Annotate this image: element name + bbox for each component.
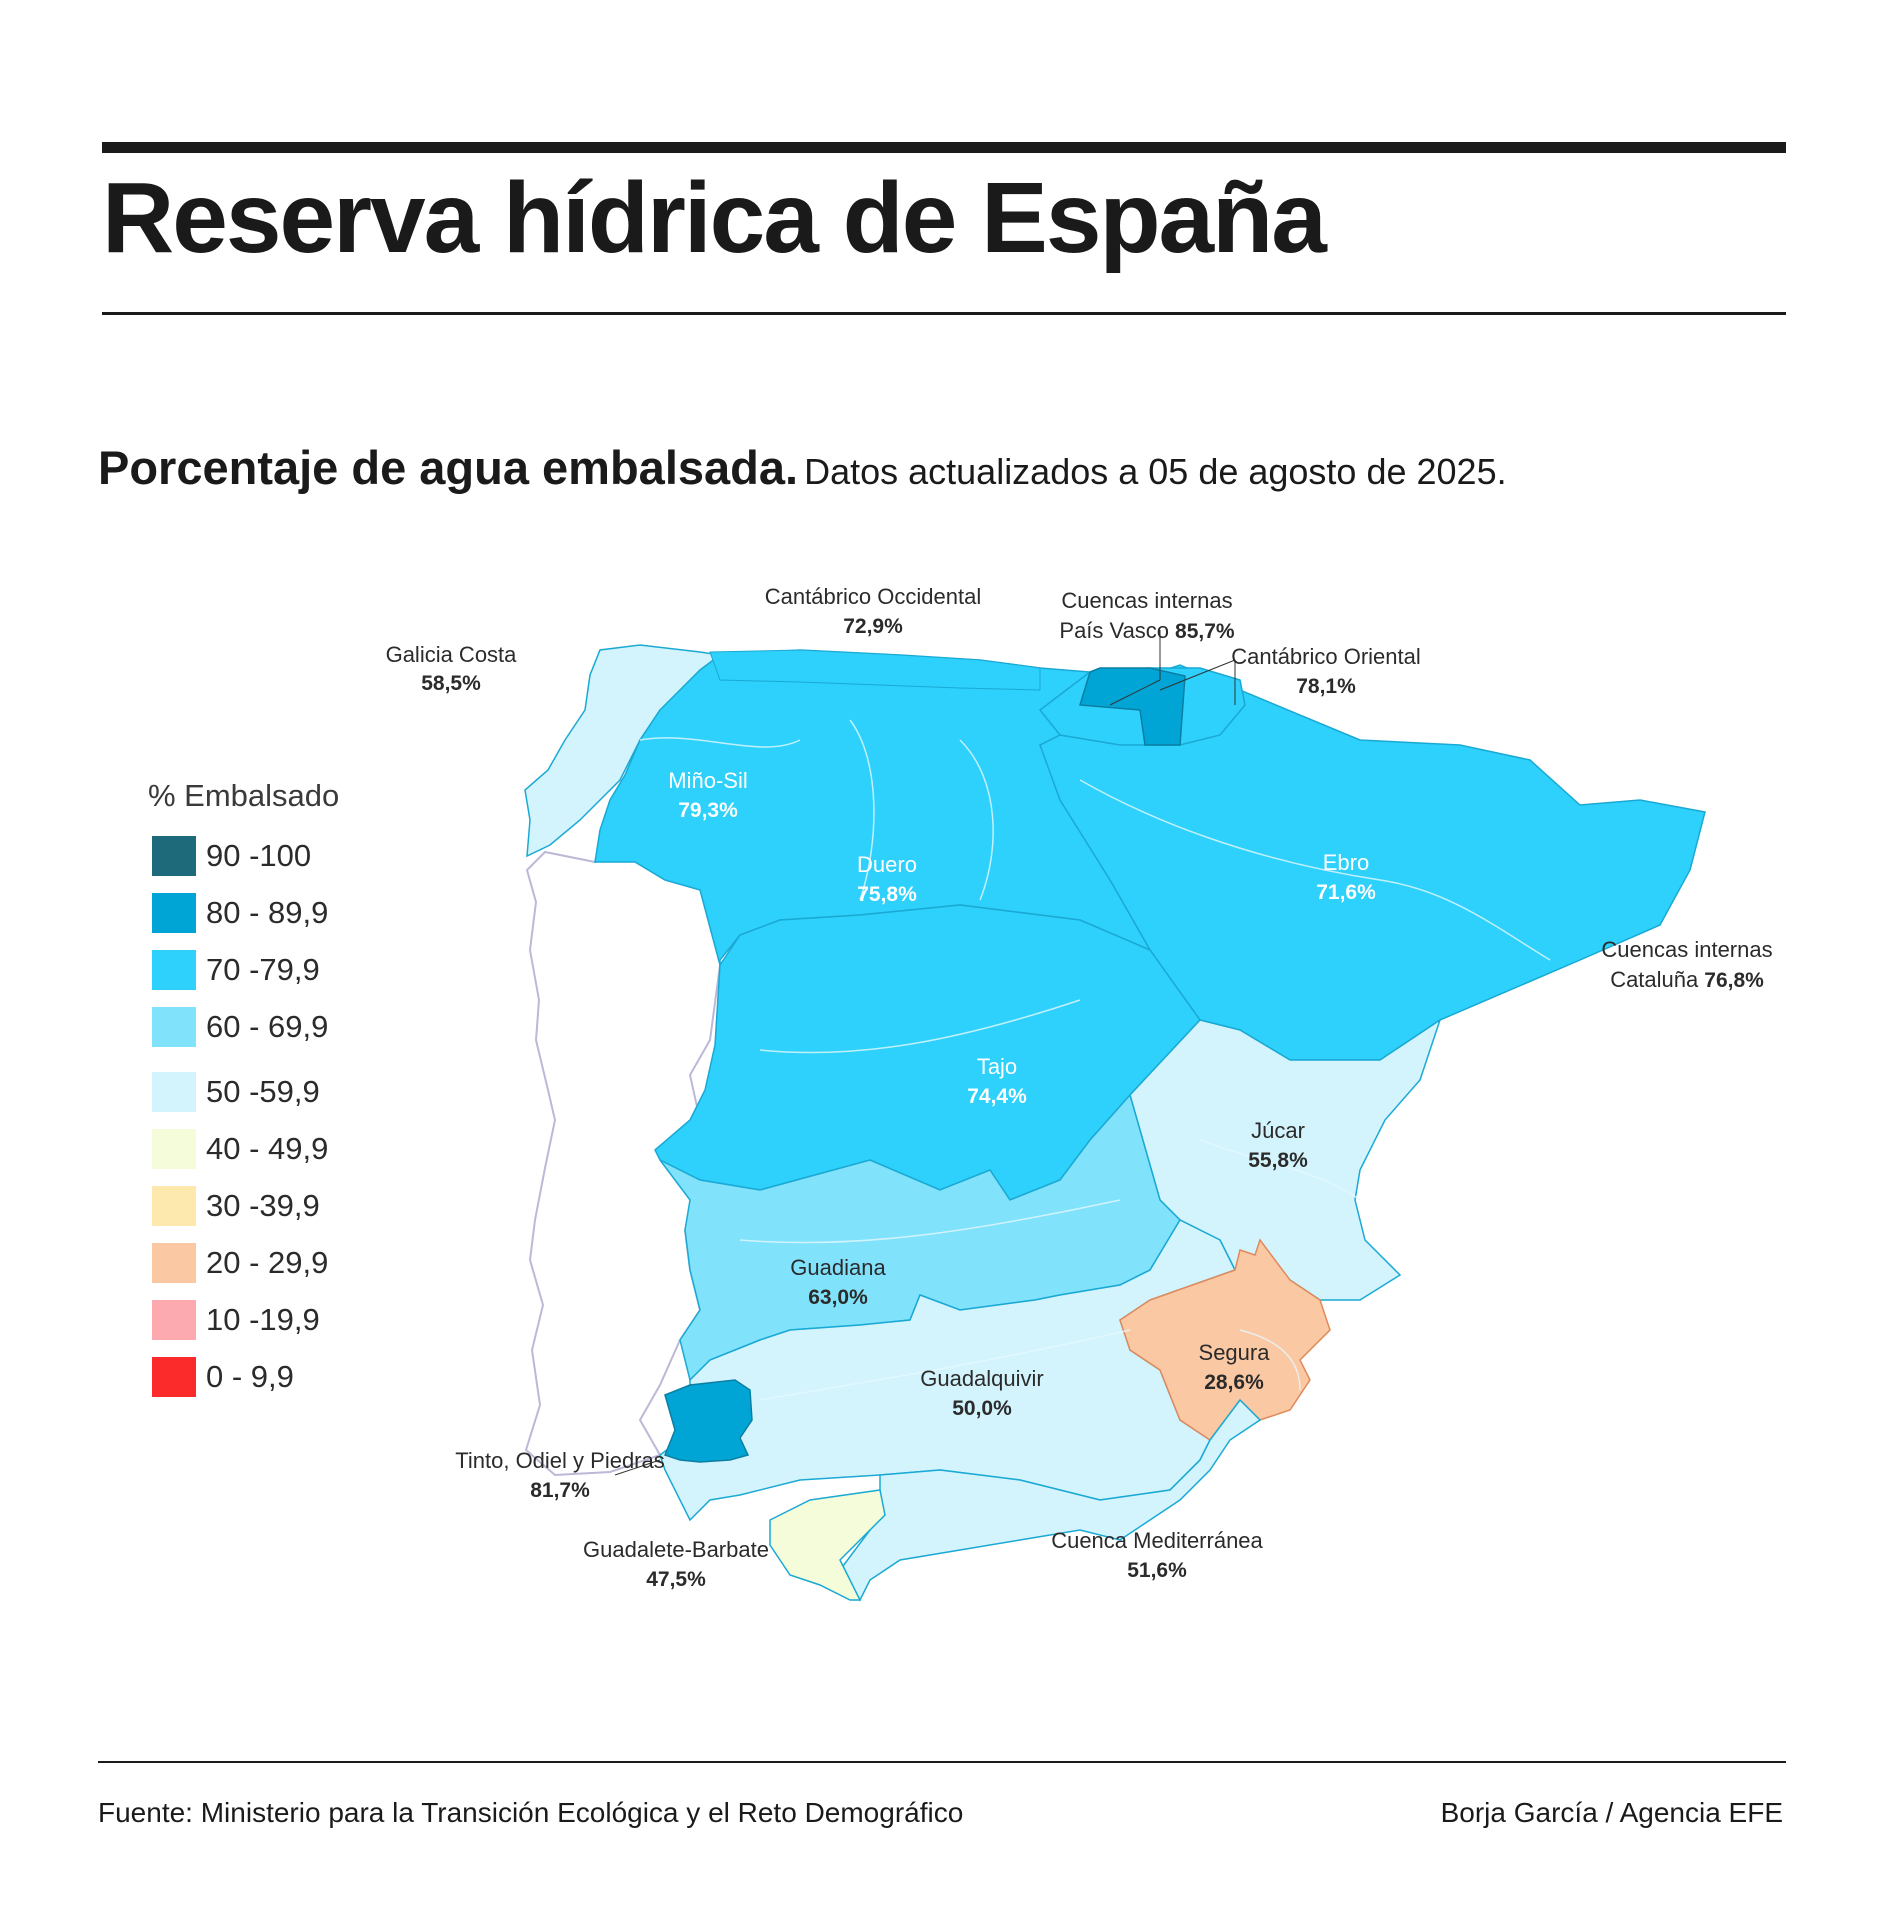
- label-cantabrico-occidental: Cantábrico Occidental: [765, 584, 981, 609]
- legend-swatch: [152, 1243, 196, 1283]
- legend-title: % Embalsado: [148, 778, 340, 813]
- value-ebro: 71,6%: [1316, 881, 1376, 904]
- legend-item-10-20: 10 -19,9: [152, 1300, 320, 1340]
- label-cuenca-mediterranea: Cuenca Mediterránea: [1051, 1528, 1263, 1553]
- legend-swatch: [152, 1357, 196, 1397]
- legend-swatch: [152, 1072, 196, 1112]
- label-pais-vasco-line1: Cuencas internas: [1061, 588, 1232, 613]
- river-lines: [639, 719, 1551, 1401]
- leader-cantabrico-oriental-2: [1159, 659, 1236, 691]
- label-cantabrico-oriental: Cantábrico Oriental: [1231, 644, 1421, 669]
- legend-label: 70 -79,9: [206, 952, 320, 987]
- region-cantabrico-occidental-coast: [709, 649, 1041, 691]
- legend-label: 10 -19,9: [206, 1302, 320, 1337]
- value-cantabrico-oriental: 78,1%: [1296, 675, 1356, 698]
- label-ebro: Ebro: [1323, 850, 1369, 875]
- legend-label: 60 - 69,9: [206, 1009, 329, 1044]
- legend-item-90-100: 90 -100: [152, 836, 311, 876]
- value-galicia-costa: 58,5%: [421, 672, 481, 695]
- label-jucar: Júcar: [1251, 1118, 1305, 1143]
- legend-swatch: [152, 1300, 196, 1340]
- label-guadalquivir: Guadalquivir: [920, 1366, 1044, 1391]
- value-pais-vasco: 85,7%: [1175, 620, 1235, 643]
- value-mino-sil: 79,3%: [678, 799, 738, 822]
- region-segura: [1119, 1238, 1331, 1442]
- value-guadalquivir: 50,0%: [952, 1397, 1012, 1420]
- region-tinto-odiel: [664, 1379, 753, 1463]
- legend-swatch: [152, 1007, 196, 1047]
- legend-swatch: [152, 893, 196, 933]
- legend-label: 20 - 29,9: [206, 1245, 329, 1280]
- label-galicia-costa: Galicia Costa: [386, 642, 518, 667]
- top-thick-rule: [102, 142, 1786, 153]
- label-pais-vasco-line2: País Vasco 85,7%: [1059, 618, 1235, 643]
- label-segura: Segura: [1199, 1340, 1271, 1365]
- legend-label: 80 - 89,9: [206, 895, 329, 930]
- legend-swatch: [152, 1129, 196, 1169]
- label-cataluna-name: Cataluña: [1610, 967, 1699, 992]
- value-guadiana: 63,0%: [808, 1286, 868, 1309]
- footer-divider: [98, 1761, 1786, 1763]
- legend-item-0-10: 0 - 9,9: [152, 1357, 294, 1397]
- label-mino-sil: Miño-Sil: [668, 768, 747, 793]
- leader-tinto: [614, 1459, 661, 1476]
- source-text: Fuente: Ministerio para la Transición Ec…: [98, 1797, 964, 1828]
- legend-swatch: [152, 950, 196, 990]
- label-tinto-odiel: Tinto, Odiel y Piedras: [455, 1448, 665, 1473]
- value-tajo: 74,4%: [967, 1085, 1027, 1108]
- value-tinto-odiel: 81,7%: [530, 1479, 590, 1502]
- region-guadalete-barbate: [769, 1489, 886, 1601]
- title-divider: [102, 312, 1786, 315]
- value-segura: 28,6%: [1204, 1371, 1264, 1394]
- label-guadiana: Guadiana: [790, 1255, 886, 1280]
- legend-swatch: [152, 1186, 196, 1226]
- legend-swatch: [152, 836, 196, 876]
- legend-label: 30 -39,9: [206, 1188, 320, 1223]
- subtitle-bold: Porcentaje de agua embalsada.: [98, 441, 799, 494]
- label-pais-vasco-name: País Vasco: [1059, 618, 1169, 643]
- subtitle-date: Datos actualizados a 05 de agosto de 202…: [804, 451, 1507, 492]
- legend-item-30-40: 30 -39,9: [152, 1186, 320, 1226]
- label-cataluna-line1: Cuencas internas: [1601, 937, 1772, 962]
- credit-text: Borja García / Agencia EFE: [1440, 1797, 1783, 1828]
- legend-item-50-60: 50 -59,9: [152, 1072, 320, 1112]
- value-cantabrico-occidental: 72,9%: [843, 615, 903, 638]
- value-cuenca-mediterranea: 51,6%: [1127, 1559, 1187, 1582]
- label-tajo: Tajo: [977, 1054, 1017, 1079]
- label-duero: Duero: [857, 852, 917, 877]
- label-cataluna-line2: Cataluña 76,8%: [1610, 967, 1764, 992]
- legend-item-20-30: 20 - 29,9: [152, 1243, 328, 1283]
- subtitle: Porcentaje de agua embalsada. Datos actua…: [98, 442, 1507, 494]
- legend-item-40-50: 40 - 49,9: [152, 1129, 328, 1169]
- legend-item-70-80: 70 -79,9: [152, 950, 320, 990]
- legend-label: 0 - 9,9: [206, 1359, 294, 1394]
- value-jucar: 55,8%: [1248, 1149, 1308, 1172]
- value-duero: 75,8%: [857, 883, 917, 906]
- region-pais-vasco: [1079, 667, 1186, 746]
- legend-label: 50 -59,9: [206, 1074, 320, 1109]
- leader-pais-vasco-2: [1109, 679, 1161, 706]
- legend-label: 90 -100: [206, 838, 312, 873]
- value-guadalete-barbate: 47,5%: [646, 1568, 706, 1591]
- value-cataluna: 76,8%: [1704, 969, 1764, 992]
- label-guadalete-barbate: Guadalete-Barbate: [583, 1537, 769, 1562]
- legend-item-80-90: 80 - 89,9: [152, 893, 328, 933]
- legend-label: 40 - 49,9: [206, 1131, 329, 1166]
- legend: % Embalsado 90 -100 80 - 89,9 70 -79,9 6…: [148, 778, 340, 1397]
- legend-item-60-70: 60 - 69,9: [152, 1007, 328, 1047]
- page-title: Reserva hídrica de España: [102, 162, 1327, 274]
